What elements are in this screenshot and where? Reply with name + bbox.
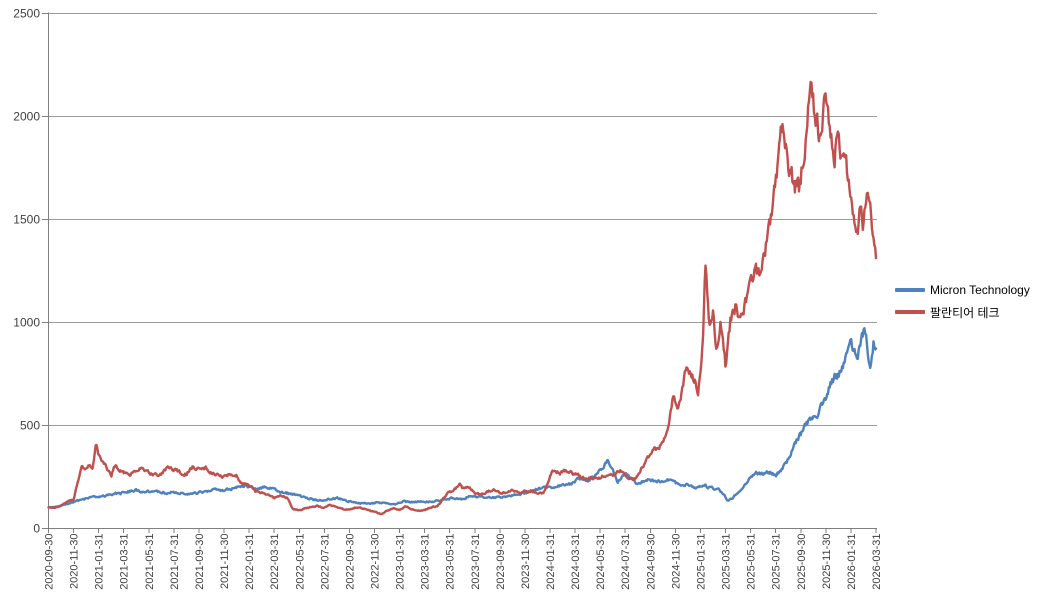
svg-text:0: 0 — [33, 522, 40, 536]
chart-legend: Micron Technology 팔란티어 테크 — [895, 283, 1030, 320]
legend-label-palantir: 팔란티어 테크 — [930, 305, 1000, 320]
svg-text:2025-05-31: 2025-05-31 — [746, 534, 758, 590]
svg-text:2026-03-31: 2026-03-31 — [871, 534, 883, 590]
micron-series-swatch-icon — [895, 288, 925, 292]
svg-text:2025-03-31: 2025-03-31 — [721, 534, 733, 590]
svg-text:2021-05-31: 2021-05-31 — [144, 534, 156, 590]
svg-text:2021-03-31: 2021-03-31 — [119, 534, 131, 590]
svg-text:2023-01-31: 2023-01-31 — [395, 534, 407, 590]
svg-text:2021-07-31: 2021-07-31 — [169, 534, 181, 590]
svg-text:2023-09-30: 2023-09-30 — [495, 534, 507, 590]
svg-text:2025-07-31: 2025-07-31 — [771, 534, 783, 590]
gridlines — [42, 13, 877, 529]
svg-text:2023-03-31: 2023-03-31 — [420, 534, 432, 590]
svg-text:2022-03-31: 2022-03-31 — [269, 534, 281, 590]
svg-text:2024-09-30: 2024-09-30 — [645, 534, 657, 590]
svg-text:500: 500 — [20, 419, 40, 433]
legend-label-micron: Micron Technology — [930, 283, 1030, 297]
palantir-series-line — [47, 80, 878, 516]
svg-text:2021-01-31: 2021-01-31 — [94, 534, 106, 590]
svg-text:2024-03-31: 2024-03-31 — [570, 534, 582, 590]
svg-text:2025-09-30: 2025-09-30 — [796, 534, 808, 590]
svg-text:2020-11-30: 2020-11-30 — [69, 534, 81, 589]
legend-item-micron: Micron Technology — [895, 283, 1030, 297]
svg-text:2024-07-31: 2024-07-31 — [620, 534, 632, 590]
svg-text:2026-01-31: 2026-01-31 — [846, 534, 858, 590]
palantir-series-swatch-icon — [895, 310, 925, 314]
x-axis-labels: 2020-09-30 2020-11-30 2021-01-31 2021-03-31… — [44, 528, 883, 590]
svg-text:2023-11-30: 2023-11-30 — [520, 534, 532, 589]
svg-text:2022-01-31: 2022-01-31 — [244, 534, 256, 590]
svg-text:2024-11-30: 2024-11-30 — [670, 534, 682, 589]
svg-text:2024-01-31: 2024-01-31 — [545, 534, 557, 590]
micron-series-line — [47, 327, 878, 509]
svg-text:2022-07-31: 2022-07-31 — [319, 534, 331, 590]
svg-text:2024-05-31: 2024-05-31 — [595, 534, 607, 590]
svg-text:2020-09-30: 2020-09-30 — [44, 534, 56, 590]
svg-text:2022-05-31: 2022-05-31 — [294, 534, 306, 590]
svg-text:1500: 1500 — [13, 213, 40, 227]
svg-text:2025-01-31: 2025-01-31 — [695, 534, 707, 590]
legend-item-palantir: 팔란티어 테크 — [895, 305, 1030, 320]
svg-text:2023-07-31: 2023-07-31 — [470, 534, 482, 590]
svg-text:2021-09-30: 2021-09-30 — [194, 534, 206, 590]
axis-lines — [48, 12, 877, 529]
svg-text:2025-11-30: 2025-11-30 — [821, 534, 833, 589]
svg-text:1000: 1000 — [13, 316, 40, 330]
svg-text:2000: 2000 — [13, 110, 40, 124]
y-axis-labels: 0 500 1000 1500 2000 2500 — [13, 7, 40, 536]
svg-text:2023-05-31: 2023-05-31 — [445, 534, 457, 590]
svg-text:2021-11-30: 2021-11-30 — [219, 534, 231, 589]
svg-text:2500: 2500 — [13, 7, 40, 21]
svg-text:2022-11-30: 2022-11-30 — [369, 534, 381, 589]
svg-text:2022-09-30: 2022-09-30 — [344, 534, 356, 590]
